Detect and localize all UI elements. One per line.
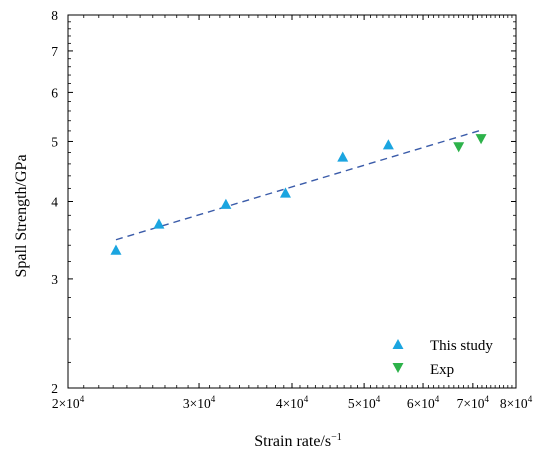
- plot-area-frame: [67, 14, 517, 389]
- x-tick-label: 2×104: [52, 394, 85, 411]
- y-axis-title: Spall Strength/GPa: [13, 154, 30, 277]
- x-tick-label-exponent: 4: [435, 394, 440, 404]
- y-tick-label: 4: [51, 195, 58, 210]
- y-axis-ticks: 2 3 4 5 6 7 8: [51, 8, 516, 396]
- x-axis-title-unit-exponent: −1: [331, 432, 342, 443]
- legend: This study Exp: [392, 338, 493, 378]
- legend-label-this-study: This study: [430, 338, 493, 354]
- x-tick-label-exponent: 4: [304, 394, 309, 404]
- x-tick-label-mantissa: 7×10: [457, 396, 485, 411]
- y-tick-label: 6: [51, 85, 58, 100]
- this-study-point: [382, 139, 394, 150]
- x-tick-label: 3×104: [183, 394, 216, 411]
- legend-label-exp: Exp: [430, 362, 454, 378]
- plot-frame-layer: [67, 14, 517, 389]
- x-tick-label: 5×104: [348, 394, 381, 411]
- x-tick-label: 7×104: [457, 394, 490, 411]
- x-tick-label: 6×104: [407, 394, 440, 411]
- y-tick-label: 2: [51, 381, 58, 396]
- this-study-point: [279, 187, 291, 198]
- y-tick-label: 3: [51, 272, 58, 287]
- exp-point: [453, 142, 465, 153]
- x-tick-label-exponent: 4: [485, 394, 490, 404]
- x-tick-label-exponent: 4: [528, 394, 533, 404]
- x-tick-label-mantissa: 3×10: [183, 396, 211, 411]
- this-study-point: [337, 151, 349, 162]
- y-tick-label: 7: [51, 44, 58, 59]
- fit-line-layer: [115, 129, 483, 241]
- fit-line: [115, 129, 483, 241]
- exp-point: [475, 134, 487, 145]
- x-tick-label-mantissa: 2×10: [52, 396, 80, 411]
- y-tick-label: 8: [51, 8, 58, 23]
- x-axis-ticks: 2×104 3×104 4×104 5×104 6×104 7×104 8×104: [52, 15, 533, 411]
- x-tick-label-exponent: 4: [376, 394, 381, 404]
- data-points: [110, 134, 487, 255]
- x-tick-label-mantissa: 5×10: [348, 396, 376, 411]
- x-tick-label-mantissa: 6×10: [407, 396, 435, 411]
- y-tick-label: 5: [51, 134, 58, 149]
- x-tick-label: 4×104: [276, 394, 309, 411]
- legend-marker-exp: [392, 363, 404, 373]
- x-axis-title: Strain rate/s−1: [254, 432, 342, 450]
- x-tick-label-mantissa: 4×10: [276, 396, 304, 411]
- this-study-point: [110, 244, 122, 255]
- x-tick-label-exponent: 4: [211, 394, 216, 404]
- this-study-point: [153, 218, 165, 229]
- x-tick-label: 8×104: [500, 394, 533, 411]
- x-axis-title-text: Strain rate/s: [254, 433, 331, 450]
- legend-marker-this-study: [392, 339, 404, 349]
- x-tick-label-exponent: 4: [80, 394, 85, 404]
- this-study-point: [220, 198, 232, 209]
- x-tick-label-mantissa: 8×10: [500, 396, 528, 411]
